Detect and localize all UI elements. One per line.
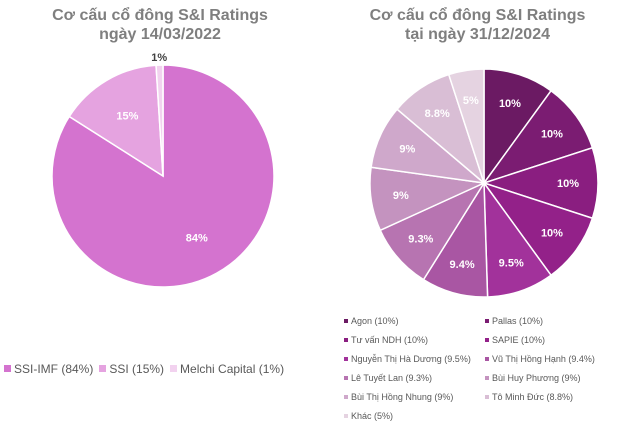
pie2-data-label-0: 10% [499,98,521,110]
pie2-slice-1 [482,89,594,185]
pie-chart-2022: 84% 15% 1% [51,52,275,288]
chart2-legend-label-6: Lê Tuyết Lan (9.3%) [351,373,433,383]
chart2-legend-item-6: Lê Tuyết Lan (9.3%) [344,372,485,389]
chart1-title-line2: ngày 14/03/2022 [99,26,221,43]
chart2-legend-item-0: Agon (10%) [344,315,485,332]
chart1-legend-swatch-1 [99,365,107,372]
chart1-title: Cơ cấu cổ đông S&I Ratings ngày 14/03/20… [0,6,320,44]
chart2-legend-item-9: Tô Minh Đức (8.8%) [485,391,626,408]
chart2-legend-item-8: Bùi Thị Hồng Nhung (9%) [344,391,485,408]
chart2-legend-swatch-9 [485,395,489,399]
chart2-legend-swatch-4 [344,357,348,361]
chart2-title-line2: tại ngày 31/12/2024 [405,26,550,43]
chart2-legend-label-10: Khác (5%) [351,411,394,421]
chart1-title-line1: Cơ cấu cổ đông S&I Ratings [52,7,268,24]
pie2-data-label-5: 9.4% [450,259,475,271]
chart2-legend-item-10: Khác (5%) [344,410,485,427]
chart2-title-line1: Cơ cấu cổ đông S&I Ratings [369,7,586,24]
pie2-data-label-1: 10% [541,129,563,141]
chart2-legend-label-0: Agon (10%) [351,316,399,326]
pie1-data-label-2: 1% [151,52,167,64]
chart2-legend-item-1: Pallas (10%) [485,315,626,332]
chart2-title: Cơ cấu cổ đông S&I Ratings tại ngày 31/1… [320,6,635,44]
chart2-legend-label-3: SAPIE (10%) [492,335,546,345]
pie2-data-label-9: 8.8% [425,108,450,120]
chart1-legend: SSI-IMF (84%) SSI (15%) Melchi Capital (1%… [4,362,334,376]
pie1-slice-2 [155,64,164,177]
chart1-legend-label-2: Melchi Capital (1%) [180,362,285,376]
chart2-legend-swatch-1 [485,319,489,323]
pie2-data-label-8: 9% [399,144,415,156]
pie2-data-label-3: 10% [541,227,563,239]
pie2-data-label-7: 9% [393,190,409,202]
pie2-data-label-4: 9.5% [499,257,524,269]
chart1-legend-label-0: SSI-IMF (84%) [14,362,94,376]
pie2-slice-0 [483,68,553,186]
chart1-legend-swatch-0 [4,365,11,372]
pie2-data-label-2: 10% [557,178,579,190]
chart2-legend-label-2: Tư vấn NDH (10%) [351,335,429,345]
chart2-legend-item-2: Tư vấn NDH (10%) [344,334,485,351]
pie2-slice-2 [481,146,599,220]
chart2-legend-swatch-2 [344,338,348,342]
chart1-legend-swatch-2 [170,365,178,372]
chart2-legend-swatch-10 [344,414,348,418]
chart2-legend-swatch-5 [485,357,489,361]
pie1-data-label-0: 84% [186,232,208,244]
chart2-legend-item-4: Nguyễn Thị Hà Dương (9.5%) [344,353,485,370]
pie2-data-label-10: 5% [463,95,479,107]
chart2-legend-label-9: Tô Minh Đức (8.8%) [492,392,574,402]
chart2-legend-swatch-0 [344,319,348,323]
chart2-legend-swatch-6 [344,376,348,380]
chart1-legend-item-1: SSI (15%) [99,362,164,376]
chart2-legend-label-8: Bùi Thị Hồng Nhung (9%) [351,392,454,402]
pie2-slice-3 [482,181,594,277]
chart2-legend-item-5: Vũ Thị Hồng Hạnh (9.4%) [485,353,626,370]
pie2-slice-10 [447,68,485,184]
chart2-legend-swatch-7 [485,376,489,380]
pie2-data-label-6: 9.3% [408,233,433,245]
chart2-legend-item-3: SAPIE (10%) [485,334,626,351]
chart2-legend-label-5: Vũ Thị Hồng Hạnh (9.4%) [492,354,595,364]
pie1-data-label-1: 15% [116,111,138,123]
chart2-legend-swatch-3 [485,338,489,342]
chart2-legend-item-7: Bùi Huy Phương (9%) [485,372,626,389]
chart2-legend-label-1: Pallas (10%) [492,316,544,326]
chart2-legend: Agon (10%) Pallas (10%) Tư vấn NDH (10%) SA… [344,315,634,429]
chart2-legend-label-4: Nguyễn Thị Hà Dương (9.5%) [351,354,471,364]
pie-chart-2024: 10% 10% 10% 10% 9.5% 9.4% 9.3% 9% 9% 8.8% 5% [369,68,599,298]
charts-canvas: 84% 15% 1% 10% 10% 10% 10% 9.5% 9.4% 9.3% 9% 9% 8.8… [51,52,599,298]
chart1-legend-item-2: Melchi Capital (1%) [170,362,284,376]
chart2-legend-label-7: Bùi Huy Phương (9%) [492,373,581,383]
chart1-legend-label-1: SSI (15%) [109,362,165,376]
chart1-legend-item-0: SSI-IMF (84%) [4,362,93,376]
chart2-legend-swatch-8 [344,395,348,399]
pie1-slice-1 [68,64,164,178]
